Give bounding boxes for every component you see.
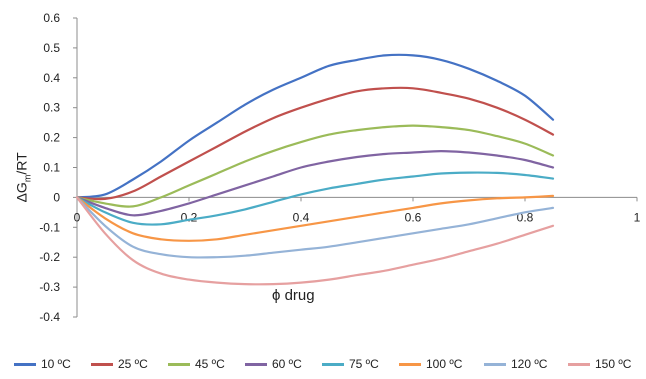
x-tick-label: 0 bbox=[74, 210, 81, 224]
series-line-4 bbox=[75, 149, 555, 217]
legend-item: 120 ºC bbox=[484, 357, 547, 371]
legend-item: 150 ºC bbox=[568, 357, 631, 371]
legend-item: 100 ºC bbox=[399, 357, 462, 371]
y-tick-label: 0.6 bbox=[43, 11, 60, 25]
legend-swatch bbox=[168, 362, 190, 366]
series-lines bbox=[75, 53, 555, 286]
legend-swatch bbox=[245, 362, 267, 366]
series-line-3 bbox=[75, 124, 555, 208]
x-tick-label: 0.4 bbox=[293, 210, 310, 224]
y-tick-label: 0.3 bbox=[43, 101, 60, 115]
legend-swatch bbox=[484, 362, 506, 366]
legend-label: 10 ºC bbox=[41, 357, 71, 371]
legend-label: 120 ºC bbox=[511, 357, 548, 371]
y-tick-label: -0.4 bbox=[39, 310, 60, 324]
y-tick-label: -0.2 bbox=[39, 250, 60, 264]
series-line-7 bbox=[75, 196, 555, 259]
series-line-2 bbox=[75, 86, 555, 201]
legend-item: 60 ºC bbox=[245, 357, 302, 371]
y-tick-label: 0.1 bbox=[43, 161, 60, 175]
legend-label: 100 ºC bbox=[426, 357, 463, 371]
legend-item: 45 ºC bbox=[168, 357, 225, 371]
y-tick-label: 0.2 bbox=[43, 131, 60, 145]
y-tick-label: 0 bbox=[53, 190, 60, 204]
legend-swatch bbox=[14, 362, 36, 366]
legend-label: 25 ºC bbox=[118, 357, 148, 371]
legend-label: 60 ºC bbox=[272, 357, 302, 371]
legend-label: 75 ºC bbox=[349, 357, 379, 371]
legend-item: 10 ºC bbox=[14, 357, 71, 371]
y-tick-label: -0.1 bbox=[39, 220, 60, 234]
series-line-1 bbox=[75, 53, 555, 199]
y-tick-label: 0.5 bbox=[43, 41, 60, 55]
legend-swatch bbox=[399, 362, 421, 366]
legend-swatch bbox=[91, 362, 113, 366]
series-line-8 bbox=[75, 196, 555, 286]
series-line-6 bbox=[75, 194, 555, 242]
legend-label: 45 ºC bbox=[195, 357, 225, 371]
tick-labels: 0.6 0.5 0.4 0.3 0.2 0.1 0 -0.1 -0.2 -0.3 -0.4 0 0.2 0… bbox=[39, 11, 640, 324]
legend-swatch bbox=[568, 362, 590, 366]
y-tick-label: 0.4 bbox=[43, 71, 60, 85]
legend-swatch bbox=[322, 362, 344, 366]
legend-item: 25 ºC bbox=[91, 357, 148, 371]
x-axis-label: ϕ drug bbox=[272, 287, 315, 304]
x-tick-label: 0.2 bbox=[181, 210, 198, 224]
y-axis-label: ΔGm/RT bbox=[13, 152, 33, 203]
y-tick-label: -0.3 bbox=[39, 280, 60, 294]
x-tick-label: 1 bbox=[634, 210, 641, 224]
legend: 10 ºC 25 ºC 45 ºC 60 ºC 75 ºC 100 ºC 120 ºC 150… bbox=[0, 355, 646, 375]
legend-label: 150 ºC bbox=[595, 357, 632, 371]
legend-item: 75 ºC bbox=[322, 357, 379, 371]
x-tick-label: 0.6 bbox=[405, 210, 422, 224]
series-line-5 bbox=[75, 171, 555, 226]
